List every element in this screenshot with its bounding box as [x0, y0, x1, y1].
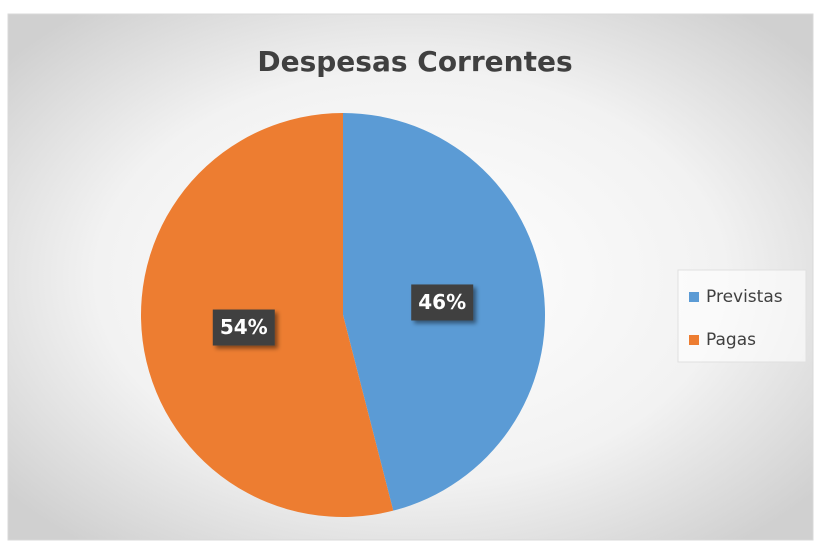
chart-title: Despesas Correntes: [257, 45, 572, 78]
legend-label: Pagas: [706, 330, 756, 350]
data-label: 46%: [418, 290, 466, 314]
data-label: 54%: [220, 315, 268, 339]
legend-swatch: [689, 292, 699, 302]
legend-swatch: [689, 335, 699, 345]
legend-label: Previstas: [706, 287, 783, 307]
data-label-box: [411, 284, 474, 321]
legend: [677, 269, 807, 363]
data-label-box: [212, 309, 275, 346]
